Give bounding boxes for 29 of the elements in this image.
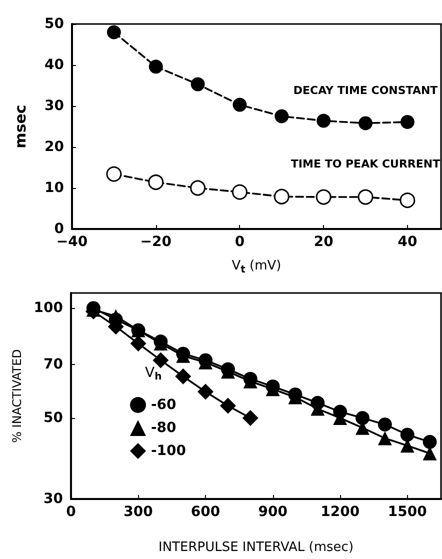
legend-label: -80 bbox=[151, 420, 177, 436]
y-tick-label: 30 bbox=[44, 491, 64, 507]
x-tick-label: −40 bbox=[56, 234, 88, 250]
x-axis-title: INTERPULSE INTERVAL (msec) bbox=[158, 540, 354, 555]
x-tick-label: 300 bbox=[124, 504, 154, 520]
y-tick-label: 50 bbox=[44, 410, 64, 426]
x-tick-label: 0 bbox=[66, 504, 76, 520]
legend-label: -100 bbox=[151, 443, 186, 459]
y-tick-label: 20 bbox=[44, 139, 64, 155]
y-tick-label: 70 bbox=[44, 356, 64, 373]
y-tick-label: 10 bbox=[44, 180, 64, 196]
y-tick-label: 50 bbox=[44, 16, 64, 32]
x-tick-label: −20 bbox=[140, 234, 172, 250]
series-label: DECAY TIME CONSTANT bbox=[293, 84, 438, 98]
y-axis-title: % INACTIVATED bbox=[10, 349, 24, 443]
y-axis-title: msec bbox=[12, 104, 30, 148]
y-tick-label: 30 bbox=[44, 98, 64, 114]
x-tick-label: 600 bbox=[190, 504, 220, 520]
x-tick-label: 1500 bbox=[388, 504, 428, 520]
x-tick-label: 900 bbox=[258, 504, 288, 520]
y-tick-label: 100 bbox=[34, 300, 64, 316]
series-label: TIME TO PEAK CURRENT bbox=[290, 157, 441, 170]
x-tick-label: 1200 bbox=[320, 504, 360, 520]
x-tick-label: 0 bbox=[234, 234, 245, 250]
x-tick-label: 20 bbox=[314, 234, 334, 250]
legend-label: -60 bbox=[151, 397, 177, 413]
y-tick-label: 40 bbox=[44, 57, 64, 73]
x-tick-label: 40 bbox=[398, 234, 418, 250]
y-tick-label: 0 bbox=[54, 221, 64, 237]
